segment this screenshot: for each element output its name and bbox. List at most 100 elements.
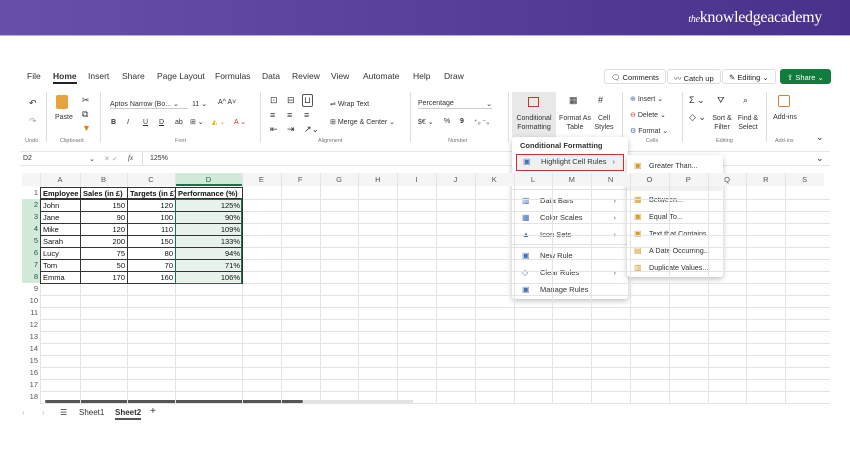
menu-item-clear-rules[interactable]: ◇ Clear Rules ›	[516, 264, 624, 281]
strikethrough-button[interactable]: ab	[175, 119, 183, 126]
table-header-cell[interactable]: Sales (in £)	[80, 187, 128, 199]
wrap-text-button[interactable]: ⇌ Wrap Text	[330, 101, 370, 108]
row-header-7[interactable]: 7	[22, 259, 40, 271]
conditional-formatting-button[interactable]: Conditional Formatting	[512, 92, 556, 138]
editing-button[interactable]: ✎ Editing ⌄	[722, 69, 776, 84]
comma-button[interactable]: 9	[460, 118, 464, 125]
row-header-8[interactable]: 8	[22, 271, 40, 283]
row-header-2[interactable]: 2	[22, 199, 40, 211]
percent-button[interactable]: %	[444, 118, 451, 125]
column-header-M[interactable]: M	[552, 173, 592, 186]
format-cells-button[interactable]: ⚙ Format ⌄	[630, 128, 669, 135]
menu-item-color-scales[interactable]: ▦ Color Scales ›	[516, 209, 624, 226]
increase-indent-icon[interactable]: ⇥	[287, 124, 295, 134]
table-header-cell[interactable]: Employee	[40, 187, 81, 199]
next-sheet-icon[interactable]: ›	[42, 408, 45, 417]
menu-tab-home[interactable]: Home	[53, 71, 77, 84]
menu-tab-automate[interactable]: Automate	[363, 71, 400, 81]
decrease-indent-icon[interactable]: ⇤	[270, 124, 278, 134]
prev-sheet-icon[interactable]: ‹	[22, 408, 25, 417]
merge-center-button[interactable]: ⊞ Merge & Center ⌄	[330, 119, 396, 126]
catchup-button[interactable]: 〰 Catch up	[667, 69, 721, 84]
paste-icon[interactable]	[56, 95, 68, 109]
menu-tab-draw[interactable]: Draw	[444, 71, 464, 81]
menu-tab-data[interactable]: Data	[262, 71, 280, 81]
increase-decimal-icon[interactable]: ⁺₀ ⁻₀	[474, 119, 490, 126]
horizontal-scrollbar-track[interactable]	[303, 400, 413, 403]
column-header-Q[interactable]: Q	[707, 173, 747, 186]
currency-button[interactable]: $€ ⌄	[418, 119, 434, 126]
row-header-17[interactable]: 17	[29, 380, 38, 389]
align-top-icon[interactable]: ⊡	[270, 95, 278, 105]
all-sheets-icon[interactable]: ☰	[60, 408, 68, 417]
menu-tab-file[interactable]: File	[27, 71, 41, 81]
find-select-button[interactable]: ⌕ Find & Select	[735, 95, 761, 135]
row-header-15[interactable]: 15	[29, 356, 38, 365]
row-header-1[interactable]: 1	[33, 188, 38, 197]
borders-icon[interactable]: ⊞ ⌄	[190, 119, 204, 126]
sheet-tab-sheet2[interactable]: Sheet2	[115, 408, 142, 420]
table-header-cell[interactable]: Targets (in £)	[127, 187, 176, 199]
menu-tab-view[interactable]: View	[331, 71, 350, 81]
align-right-icon[interactable]: ≡	[304, 110, 310, 120]
fill-color-icon[interactable]: ◭ ⌄	[212, 119, 226, 126]
row-header-4[interactable]: 4	[22, 223, 40, 235]
undo-icon[interactable]: ↶	[29, 98, 37, 108]
name-box[interactable]: D2 ⌄	[23, 155, 95, 163]
share-button[interactable]: ⇪ Share ⌄	[780, 69, 831, 84]
double-underline-button[interactable]: D	[159, 119, 165, 126]
add-sheet-icon[interactable]: +	[150, 406, 156, 417]
expand-formula-icon[interactable]: ⌄	[816, 153, 824, 163]
column-header-E[interactable]: E	[242, 173, 281, 186]
menu-item-highlight-cell-rules[interactable]: ▣ Highlight Cell Rules ›	[516, 154, 624, 171]
row-header-14[interactable]: 14	[29, 344, 38, 353]
format-painter-icon[interactable]: ▼	[82, 123, 91, 133]
submenu-item-text-that-contains[interactable]: ▣ Text that Contains...	[627, 225, 722, 242]
menu-item-data-bars[interactable]: ▥ Data Bars ›	[516, 192, 624, 209]
increase-font-icon[interactable]: A^ A˅	[218, 99, 237, 106]
column-header-B[interactable]: B	[80, 173, 127, 186]
row-header-11[interactable]: 11	[30, 308, 38, 317]
menu-tab-share[interactable]: Share	[122, 71, 145, 81]
align-bottom-icon[interactable]: ⊔	[302, 94, 314, 107]
menu-item-manage-rules[interactable]: ▣ Manage Rules	[516, 281, 624, 298]
clear-icon[interactable]: ◇ ⌄	[689, 112, 706, 122]
row-header-13[interactable]: 13	[29, 332, 38, 341]
column-header-O[interactable]: O	[630, 173, 669, 186]
cell-styles-button[interactable]: # Cell Styles	[592, 92, 616, 138]
formula-input[interactable]: 125%	[150, 155, 168, 162]
row-header-16[interactable]: 16	[29, 368, 38, 377]
column-header-I[interactable]: I	[397, 173, 436, 186]
font-size-select[interactable]: 11 ⌄	[192, 101, 208, 108]
font-name-select[interactable]: Aptos Narrow (Bo... ⌄	[110, 100, 188, 109]
column-header-N[interactable]: N	[591, 173, 630, 186]
menu-tab-formulas[interactable]: Formulas	[215, 71, 251, 81]
table-cell[interactable]: 170	[80, 271, 128, 284]
menu-item-icon-sets[interactable]: ▲ Icon Sets ›	[516, 226, 624, 243]
addins-button[interactable]: Add-ins	[772, 95, 798, 135]
column-header-R[interactable]: R	[746, 173, 786, 186]
sheet-tab-sheet1[interactable]: Sheet1	[79, 408, 105, 417]
menu-tab-page-layout[interactable]: Page Layout	[157, 71, 205, 81]
cancel-check-icons[interactable]: ✕ ✓	[104, 156, 118, 163]
column-header-S[interactable]: S	[785, 173, 824, 186]
orientation-icon[interactable]: ↗⌄	[304, 124, 320, 134]
row-header-18[interactable]: 18	[29, 392, 38, 401]
submenu-item-equal-to[interactable]: ▣ Equal To...	[627, 208, 722, 225]
column-header-G[interactable]: G	[319, 173, 359, 186]
table-cell[interactable]: 160	[127, 271, 176, 284]
submenu-item-a-date-occurring[interactable]: ▤ A Date Occurring...	[627, 242, 722, 259]
comments-button[interactable]: 🗨 Comments	[604, 69, 666, 84]
font-color-icon[interactable]: A ⌄	[234, 119, 247, 126]
redo-icon[interactable]: ↷	[29, 116, 37, 126]
column-header-F[interactable]: F	[280, 173, 320, 186]
cut-icon[interactable]: ✂	[82, 95, 90, 105]
format-as-table-button[interactable]: ▦ Format As Table	[557, 92, 593, 138]
table-cell[interactable]: Emma	[40, 271, 81, 284]
italic-button[interactable]: I	[127, 119, 129, 126]
column-header-L[interactable]: L	[513, 173, 553, 186]
bold-button[interactable]: B	[111, 119, 117, 126]
autosum-button[interactable]: Σ ⌄	[689, 95, 705, 105]
number-format-select[interactable]: Percentage ⌄	[418, 100, 492, 109]
column-header-P[interactable]: P	[668, 173, 708, 186]
